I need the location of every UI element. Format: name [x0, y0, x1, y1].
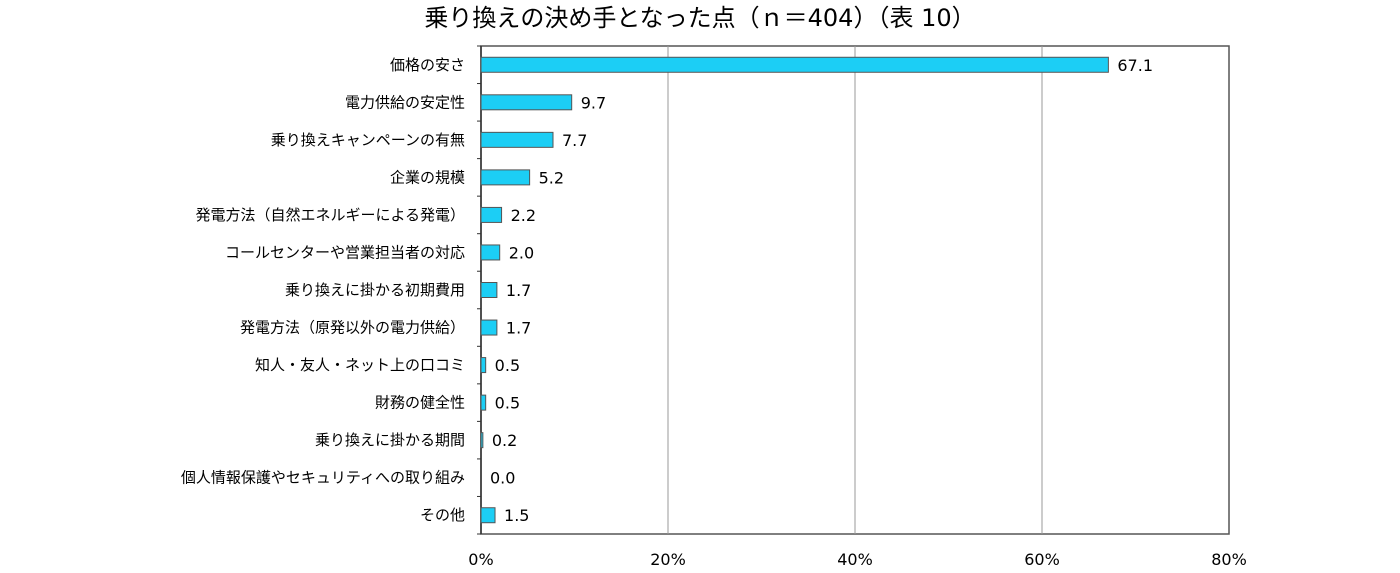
value-label: 1.7: [506, 319, 531, 338]
category-label: 企業の規模: [390, 168, 465, 186]
value-label: 0.0: [490, 469, 515, 488]
value-label: 2.2: [511, 206, 536, 225]
category-label: 乗り換えに掛かる期間: [315, 431, 465, 449]
bar: [480, 357, 487, 374]
value-label: 5.2: [539, 168, 564, 187]
bar: [480, 244, 501, 261]
bar: [480, 56, 1109, 73]
category-label: 乗り換えに掛かる初期費用: [285, 281, 465, 299]
bar: [480, 94, 573, 111]
value-label: 7.7: [562, 131, 587, 150]
value-label: 0.5: [495, 394, 520, 413]
bar: [480, 319, 498, 336]
value-label: 1.7: [506, 281, 531, 300]
value-label: 2.0: [509, 243, 534, 262]
value-label: 0.2: [492, 431, 517, 450]
category-label: 発電方法（自然エネルギーによる発電）: [195, 206, 465, 224]
category-label: 価格の安さ: [390, 56, 465, 74]
x-tick-label: 20%: [650, 550, 686, 569]
x-tick-label: 40%: [837, 550, 873, 569]
category-label: 乗り換えキャンペーンの有無: [271, 131, 465, 149]
value-label: 67.1: [1117, 56, 1153, 75]
bar: [480, 131, 554, 148]
value-label: 0.5: [495, 356, 520, 375]
category-label: 個人情報保護やセキュリティへの取り組み: [181, 469, 465, 487]
category-label: 知人・友人・ネット上の口コミ: [255, 356, 465, 374]
x-tick-label: 80%: [1211, 550, 1247, 569]
bar: [480, 432, 484, 449]
bar: [480, 507, 496, 524]
x-tick-label: 0%: [468, 550, 493, 569]
x-tick-label: 60%: [1024, 550, 1060, 569]
value-label: 1.5: [504, 506, 529, 525]
category-label: コールセンターや営業担当者の対応: [225, 243, 465, 261]
category-label: 財務の健全性: [375, 394, 465, 412]
category-label: 電力供給の安定性: [345, 93, 465, 111]
bar: [480, 394, 487, 411]
bar: [480, 282, 498, 298]
category-label: 発電方法（原発以外の電力供給）: [240, 319, 465, 337]
value-label: 9.7: [581, 93, 606, 112]
bar: [480, 169, 531, 186]
bar: [480, 206, 503, 223]
category-label: その他: [420, 506, 465, 524]
chart-title: 乗り換えの決め手となった点（ｎ＝404）（表 10）: [424, 4, 976, 32]
